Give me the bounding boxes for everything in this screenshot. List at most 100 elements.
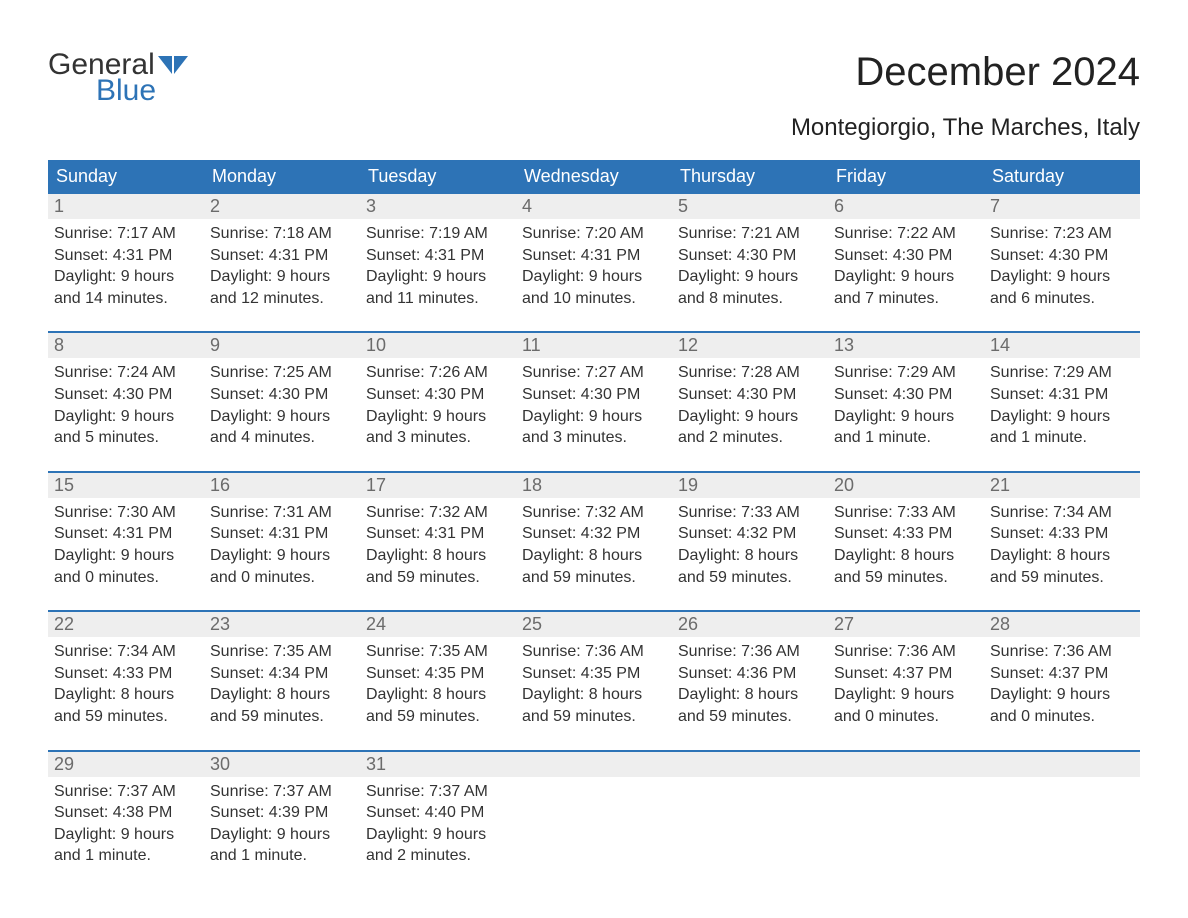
sunset-text: Sunset: 4:32 PM	[678, 523, 820, 545]
day-number: 14	[984, 333, 1140, 358]
sunset-text: Sunset: 4:31 PM	[366, 523, 508, 545]
day-number: 29	[48, 752, 204, 777]
day-cell	[516, 777, 672, 871]
sunrise-text: Sunrise: 7:33 AM	[678, 502, 820, 524]
sunrise-text: Sunrise: 7:32 AM	[366, 502, 508, 524]
daylight-text: and 0 minutes.	[54, 567, 196, 589]
daylight-text: and 1 minute.	[990, 427, 1132, 449]
day-cell	[984, 777, 1140, 871]
sunrise-text: Sunrise: 7:26 AM	[366, 362, 508, 384]
day-number: 16	[204, 473, 360, 498]
day-number: 18	[516, 473, 672, 498]
day-cell: Sunrise: 7:35 AMSunset: 4:35 PMDaylight:…	[360, 637, 516, 731]
sunset-text: Sunset: 4:36 PM	[678, 663, 820, 685]
day-cell: Sunrise: 7:19 AMSunset: 4:31 PMDaylight:…	[360, 219, 516, 313]
daylight-text: Daylight: 9 hours	[54, 824, 196, 846]
day-number: 6	[828, 194, 984, 219]
sunset-text: Sunset: 4:31 PM	[522, 245, 664, 267]
sunset-text: Sunset: 4:31 PM	[210, 245, 352, 267]
daylight-text: Daylight: 9 hours	[210, 545, 352, 567]
day-cell: Sunrise: 7:17 AMSunset: 4:31 PMDaylight:…	[48, 219, 204, 313]
sunrise-text: Sunrise: 7:36 AM	[990, 641, 1132, 663]
sunset-text: Sunset: 4:30 PM	[678, 384, 820, 406]
daylight-text: Daylight: 9 hours	[366, 824, 508, 846]
sunset-text: Sunset: 4:33 PM	[834, 523, 976, 545]
day-cell: Sunrise: 7:27 AMSunset: 4:30 PMDaylight:…	[516, 358, 672, 452]
daylight-text: and 59 minutes.	[678, 567, 820, 589]
daylight-text: Daylight: 9 hours	[210, 824, 352, 846]
sunrise-text: Sunrise: 7:18 AM	[210, 223, 352, 245]
day-number: 21	[984, 473, 1140, 498]
day-cell: Sunrise: 7:37 AMSunset: 4:38 PMDaylight:…	[48, 777, 204, 871]
sunset-text: Sunset: 4:33 PM	[990, 523, 1132, 545]
daylight-text: and 4 minutes.	[210, 427, 352, 449]
daylight-text: Daylight: 9 hours	[834, 266, 976, 288]
sunrise-text: Sunrise: 7:30 AM	[54, 502, 196, 524]
day-cell: Sunrise: 7:36 AMSunset: 4:37 PMDaylight:…	[984, 637, 1140, 731]
daylight-text: Daylight: 9 hours	[210, 266, 352, 288]
sunrise-text: Sunrise: 7:28 AM	[678, 362, 820, 384]
day-number: 10	[360, 333, 516, 358]
sunrise-text: Sunrise: 7:25 AM	[210, 362, 352, 384]
day-cell: Sunrise: 7:33 AMSunset: 4:32 PMDaylight:…	[672, 498, 828, 592]
day-cell: Sunrise: 7:29 AMSunset: 4:30 PMDaylight:…	[828, 358, 984, 452]
daylight-text: Daylight: 8 hours	[210, 684, 352, 706]
day-cell: Sunrise: 7:36 AMSunset: 4:37 PMDaylight:…	[828, 637, 984, 731]
sunset-text: Sunset: 4:30 PM	[54, 384, 196, 406]
day-number: 20	[828, 473, 984, 498]
day-number: 8	[48, 333, 204, 358]
day-number: 22	[48, 612, 204, 637]
day-number-row: 1234567	[48, 194, 1140, 219]
day-number: 11	[516, 333, 672, 358]
sunset-text: Sunset: 4:40 PM	[366, 802, 508, 824]
sunset-text: Sunset: 4:30 PM	[366, 384, 508, 406]
day-number: 26	[672, 612, 828, 637]
daylight-text: and 6 minutes.	[990, 288, 1132, 310]
sunrise-text: Sunrise: 7:29 AM	[990, 362, 1132, 384]
daylight-text: and 59 minutes.	[678, 706, 820, 728]
day-cell: Sunrise: 7:22 AMSunset: 4:30 PMDaylight:…	[828, 219, 984, 313]
sunset-text: Sunset: 4:33 PM	[54, 663, 196, 685]
day-number-row: 891011121314	[48, 333, 1140, 358]
sunrise-text: Sunrise: 7:36 AM	[678, 641, 820, 663]
sunrise-text: Sunrise: 7:22 AM	[834, 223, 976, 245]
sunset-text: Sunset: 4:31 PM	[366, 245, 508, 267]
daylight-text: Daylight: 9 hours	[678, 266, 820, 288]
daylight-text: and 10 minutes.	[522, 288, 664, 310]
day-cell: Sunrise: 7:37 AMSunset: 4:39 PMDaylight:…	[204, 777, 360, 871]
day-cell: Sunrise: 7:24 AMSunset: 4:30 PMDaylight:…	[48, 358, 204, 452]
sunset-text: Sunset: 4:38 PM	[54, 802, 196, 824]
day-cell: Sunrise: 7:21 AMSunset: 4:30 PMDaylight:…	[672, 219, 828, 313]
day-number-row: 293031	[48, 752, 1140, 777]
sunset-text: Sunset: 4:34 PM	[210, 663, 352, 685]
daylight-text: and 3 minutes.	[522, 427, 664, 449]
sunset-text: Sunset: 4:31 PM	[990, 384, 1132, 406]
daylight-text: Daylight: 8 hours	[990, 545, 1132, 567]
daylight-text: and 59 minutes.	[366, 567, 508, 589]
sunset-text: Sunset: 4:30 PM	[834, 384, 976, 406]
sunrise-text: Sunrise: 7:27 AM	[522, 362, 664, 384]
day-cell: Sunrise: 7:35 AMSunset: 4:34 PMDaylight:…	[204, 637, 360, 731]
daylight-text: Daylight: 8 hours	[366, 684, 508, 706]
day-number: 24	[360, 612, 516, 637]
daylight-text: and 11 minutes.	[366, 288, 508, 310]
sunset-text: Sunset: 4:39 PM	[210, 802, 352, 824]
daylight-text: and 1 minute.	[834, 427, 976, 449]
col-header: Thursday	[672, 160, 828, 194]
sunrise-text: Sunrise: 7:37 AM	[210, 781, 352, 803]
daylight-text: Daylight: 9 hours	[522, 406, 664, 428]
daylight-text: and 0 minutes.	[210, 567, 352, 589]
sunset-text: Sunset: 4:31 PM	[54, 523, 196, 545]
daylight-text: Daylight: 9 hours	[834, 406, 976, 428]
day-number: 15	[48, 473, 204, 498]
sunrise-text: Sunrise: 7:20 AM	[522, 223, 664, 245]
sunrise-text: Sunrise: 7:36 AM	[522, 641, 664, 663]
logo: General Blue	[48, 50, 188, 106]
daylight-text: Daylight: 9 hours	[834, 684, 976, 706]
calendar-week: 1234567Sunrise: 7:17 AMSunset: 4:31 PMDa…	[48, 194, 1140, 313]
daylight-text: and 5 minutes.	[54, 427, 196, 449]
day-cell: Sunrise: 7:20 AMSunset: 4:31 PMDaylight:…	[516, 219, 672, 313]
daylight-text: Daylight: 9 hours	[54, 406, 196, 428]
daylight-text: and 59 minutes.	[522, 567, 664, 589]
daylight-text: Daylight: 8 hours	[678, 684, 820, 706]
